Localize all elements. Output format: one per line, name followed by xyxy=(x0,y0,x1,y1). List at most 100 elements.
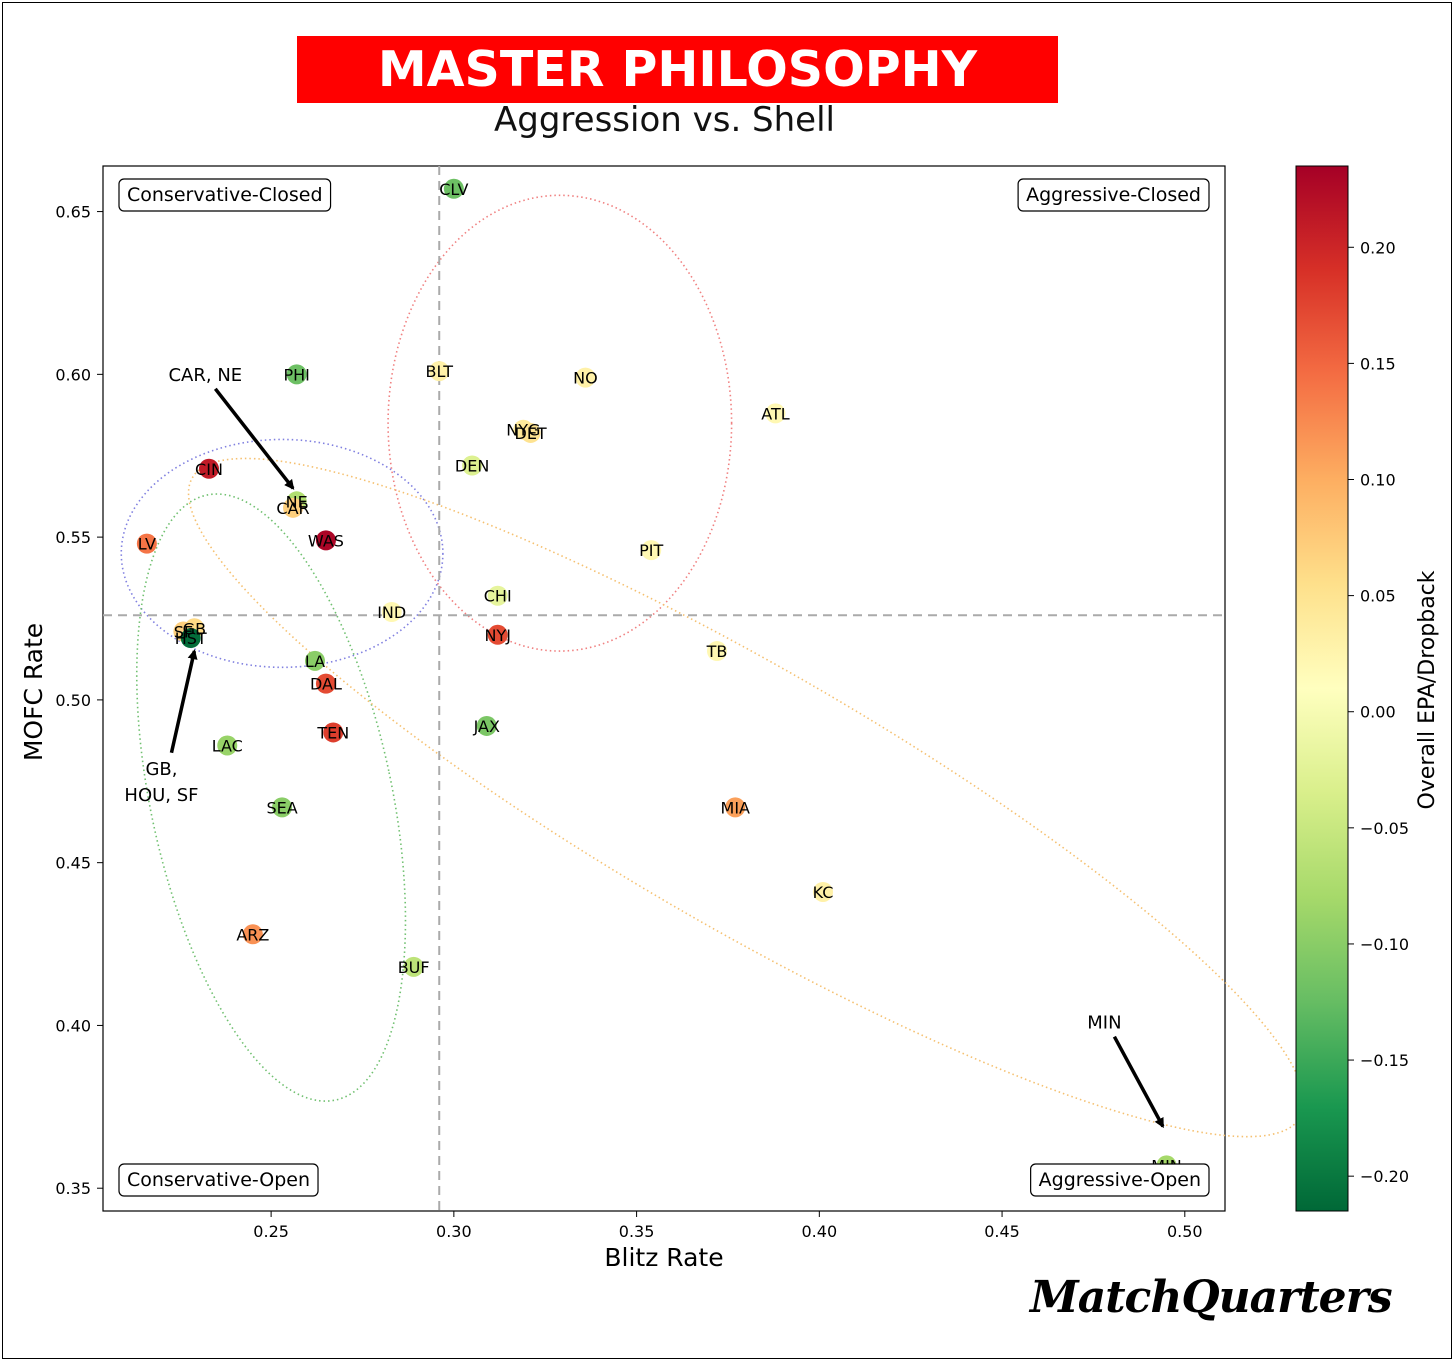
point-label-mia: MIA xyxy=(721,798,751,817)
y-axis-title: MOFC Rate xyxy=(19,623,48,761)
point-hst xyxy=(180,628,201,649)
chart-subtitle: Aggression vs. Shell xyxy=(494,100,835,140)
y-tick-label: 0.60 xyxy=(55,365,91,384)
point-label-atl: ATL xyxy=(761,404,789,423)
point-mia xyxy=(725,797,746,818)
quadrant-label-3: Conservative-Open xyxy=(118,1163,319,1197)
point-ten xyxy=(323,722,344,743)
point-label-kc: KC xyxy=(813,883,834,902)
point-sea xyxy=(272,797,293,818)
point-label-blt: BLT xyxy=(426,362,454,381)
point-label-hst: HST xyxy=(175,629,207,648)
point-label-ten: TEN xyxy=(316,723,349,742)
y-tick-label: 0.55 xyxy=(55,528,91,547)
point-arz xyxy=(242,924,263,945)
x-tick-label: 0.40 xyxy=(802,1222,838,1241)
x-tick-label: 0.45 xyxy=(984,1222,1020,1241)
point-nyj xyxy=(487,624,508,645)
quadrant-box xyxy=(1030,1163,1210,1197)
point-cin xyxy=(198,458,219,479)
point-car xyxy=(283,497,304,518)
annotation-label-4: MIN xyxy=(1087,1013,1121,1034)
x-tick-label: 0.25 xyxy=(253,1222,289,1241)
annotation-label-2: GB, xyxy=(145,759,177,780)
quadrant-text: Conservative-Open xyxy=(127,1169,310,1191)
point-label-jax: JAX xyxy=(473,717,500,736)
point-label-ind: IND xyxy=(377,603,406,622)
colorbar xyxy=(1295,165,1349,1212)
point-buf xyxy=(403,956,424,977)
plot-area xyxy=(102,165,1226,1212)
point-den xyxy=(462,455,483,476)
point-label-clv: CLV xyxy=(439,180,468,199)
quadrant-text: Aggressive-Closed xyxy=(1026,184,1201,206)
colorbar-tick-label: −0.15 xyxy=(1360,1051,1409,1070)
point-label-den: DEN xyxy=(455,457,489,476)
quadrant-label-1: Conservative-Closed xyxy=(118,178,332,212)
cluster-ellipse-2 xyxy=(120,438,444,669)
annotation-arrow-1 xyxy=(213,387,295,490)
colorbar-tick-label: −0.05 xyxy=(1360,819,1409,838)
x-axis-title: Blitz Rate xyxy=(604,1243,723,1272)
point-ind xyxy=(381,601,402,622)
colorbar-tick-label: −0.20 xyxy=(1360,1167,1409,1186)
point-label-pit: PIT xyxy=(639,541,663,560)
point-label-was: WAS xyxy=(308,531,344,550)
point-label-lv: LV xyxy=(138,535,156,554)
point-label-tb: TB xyxy=(706,642,728,661)
point-label-dal: DAL xyxy=(310,675,342,694)
y-tick-label: 0.65 xyxy=(55,203,91,222)
point-label-la: LA xyxy=(305,652,325,671)
point-label-gb: GB xyxy=(183,619,206,638)
point-clv xyxy=(443,178,464,199)
cluster-ellipse-1 xyxy=(387,194,733,652)
y-tick-label: 0.40 xyxy=(55,1016,91,1035)
quadrant-box xyxy=(118,178,332,212)
colorbar-tick-label: 0.20 xyxy=(1360,238,1396,257)
quadrant-box xyxy=(118,1163,319,1197)
point-label-lac: LAC xyxy=(212,736,243,755)
point-was xyxy=(315,530,336,551)
y-tick-label: 0.45 xyxy=(55,854,91,873)
point-label-buf: BUF xyxy=(398,958,430,977)
point-phi xyxy=(286,364,307,385)
quadrant-label-4: Aggressive-Open xyxy=(1030,1163,1210,1197)
point-label-nyg: NYG xyxy=(506,421,540,440)
point-label-nyj: NYJ xyxy=(484,626,510,645)
quadrant-text: Conservative-Closed xyxy=(127,184,323,206)
point-label-car: CAR xyxy=(276,499,309,518)
point-det xyxy=(520,422,541,443)
point-label-chi: CHI xyxy=(484,587,512,606)
colorbar-tick-label: 0.05 xyxy=(1360,587,1396,606)
annotation-arrow-4 xyxy=(1112,1035,1165,1129)
annotation-label-1: CAR, NE xyxy=(168,365,242,386)
point-blt xyxy=(429,361,450,382)
colorbar-tick-label: −0.10 xyxy=(1360,935,1409,954)
point-label-arz: ARZ xyxy=(236,925,269,944)
point-label-no: NO xyxy=(573,369,598,388)
point-tb xyxy=(706,641,727,662)
colorbar-tick-label: 0.15 xyxy=(1360,354,1396,373)
y-tick-label: 0.50 xyxy=(55,691,91,710)
point-lv xyxy=(136,533,157,554)
point-label-sea: SEA xyxy=(266,798,297,817)
point-la xyxy=(304,650,325,671)
colorbar-title: Overall EPA/Dropback xyxy=(1415,570,1440,809)
point-chi xyxy=(487,585,508,606)
brand-logo: MatchQuarters xyxy=(1030,1272,1393,1323)
y-tick-label: 0.35 xyxy=(55,1179,91,1198)
quadrant-box xyxy=(1017,178,1210,212)
point-no xyxy=(575,367,596,388)
point-pit xyxy=(641,540,662,561)
cluster-ellipse-3 xyxy=(135,493,407,1102)
colorbar-tick-label: 0.10 xyxy=(1360,471,1396,490)
point-lac xyxy=(217,735,238,756)
x-tick-label: 0.30 xyxy=(436,1222,472,1241)
x-tick-label: 0.50 xyxy=(1167,1222,1203,1241)
point-label-phi: PHI xyxy=(283,365,309,384)
x-tick-label: 0.35 xyxy=(619,1222,655,1241)
point-jax xyxy=(476,715,497,736)
annotation-arrow-2 xyxy=(169,649,198,754)
